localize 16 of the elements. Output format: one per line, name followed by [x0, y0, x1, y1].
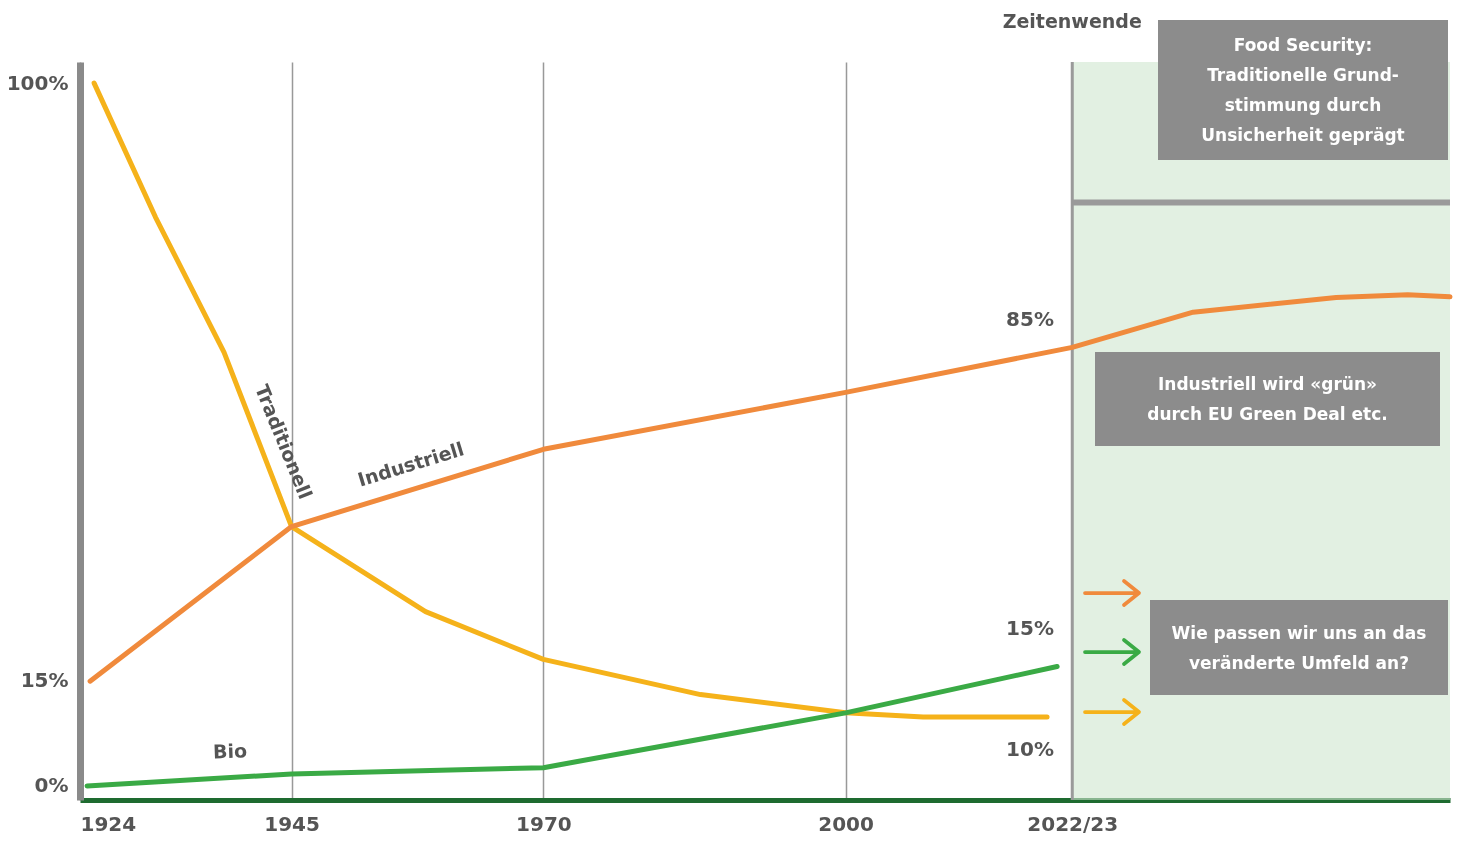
text-box: Food Security: Traditionelle Grund- stimmung durch Unsicherheit geprägt	[1158, 20, 1448, 160]
y-tick-label: 100%	[6, 70, 69, 95]
annotation: 10%	[1006, 737, 1054, 761]
annotation: 15%	[1006, 616, 1054, 640]
x-tick-label: 2022/23	[1027, 811, 1119, 836]
text-box: Industriell wird «grün» durch EU Green Deal etc.	[1095, 352, 1440, 446]
series-label: Bio	[212, 739, 248, 763]
x-tick-label: 2000	[818, 811, 874, 836]
y-tick-label: 15%	[20, 668, 69, 693]
y-tick-label: 0%	[34, 773, 69, 798]
x-tick-label: 1924	[80, 811, 137, 836]
ref-line-label: Zeitenwende	[1002, 10, 1142, 32]
annotation: 85%	[1006, 307, 1054, 331]
x-tick-label: 1970	[516, 811, 572, 836]
x-tick-label: 1945	[264, 811, 320, 836]
text-box: Wie passen wir uns an das veränderte Umfeld an?	[1150, 600, 1448, 695]
